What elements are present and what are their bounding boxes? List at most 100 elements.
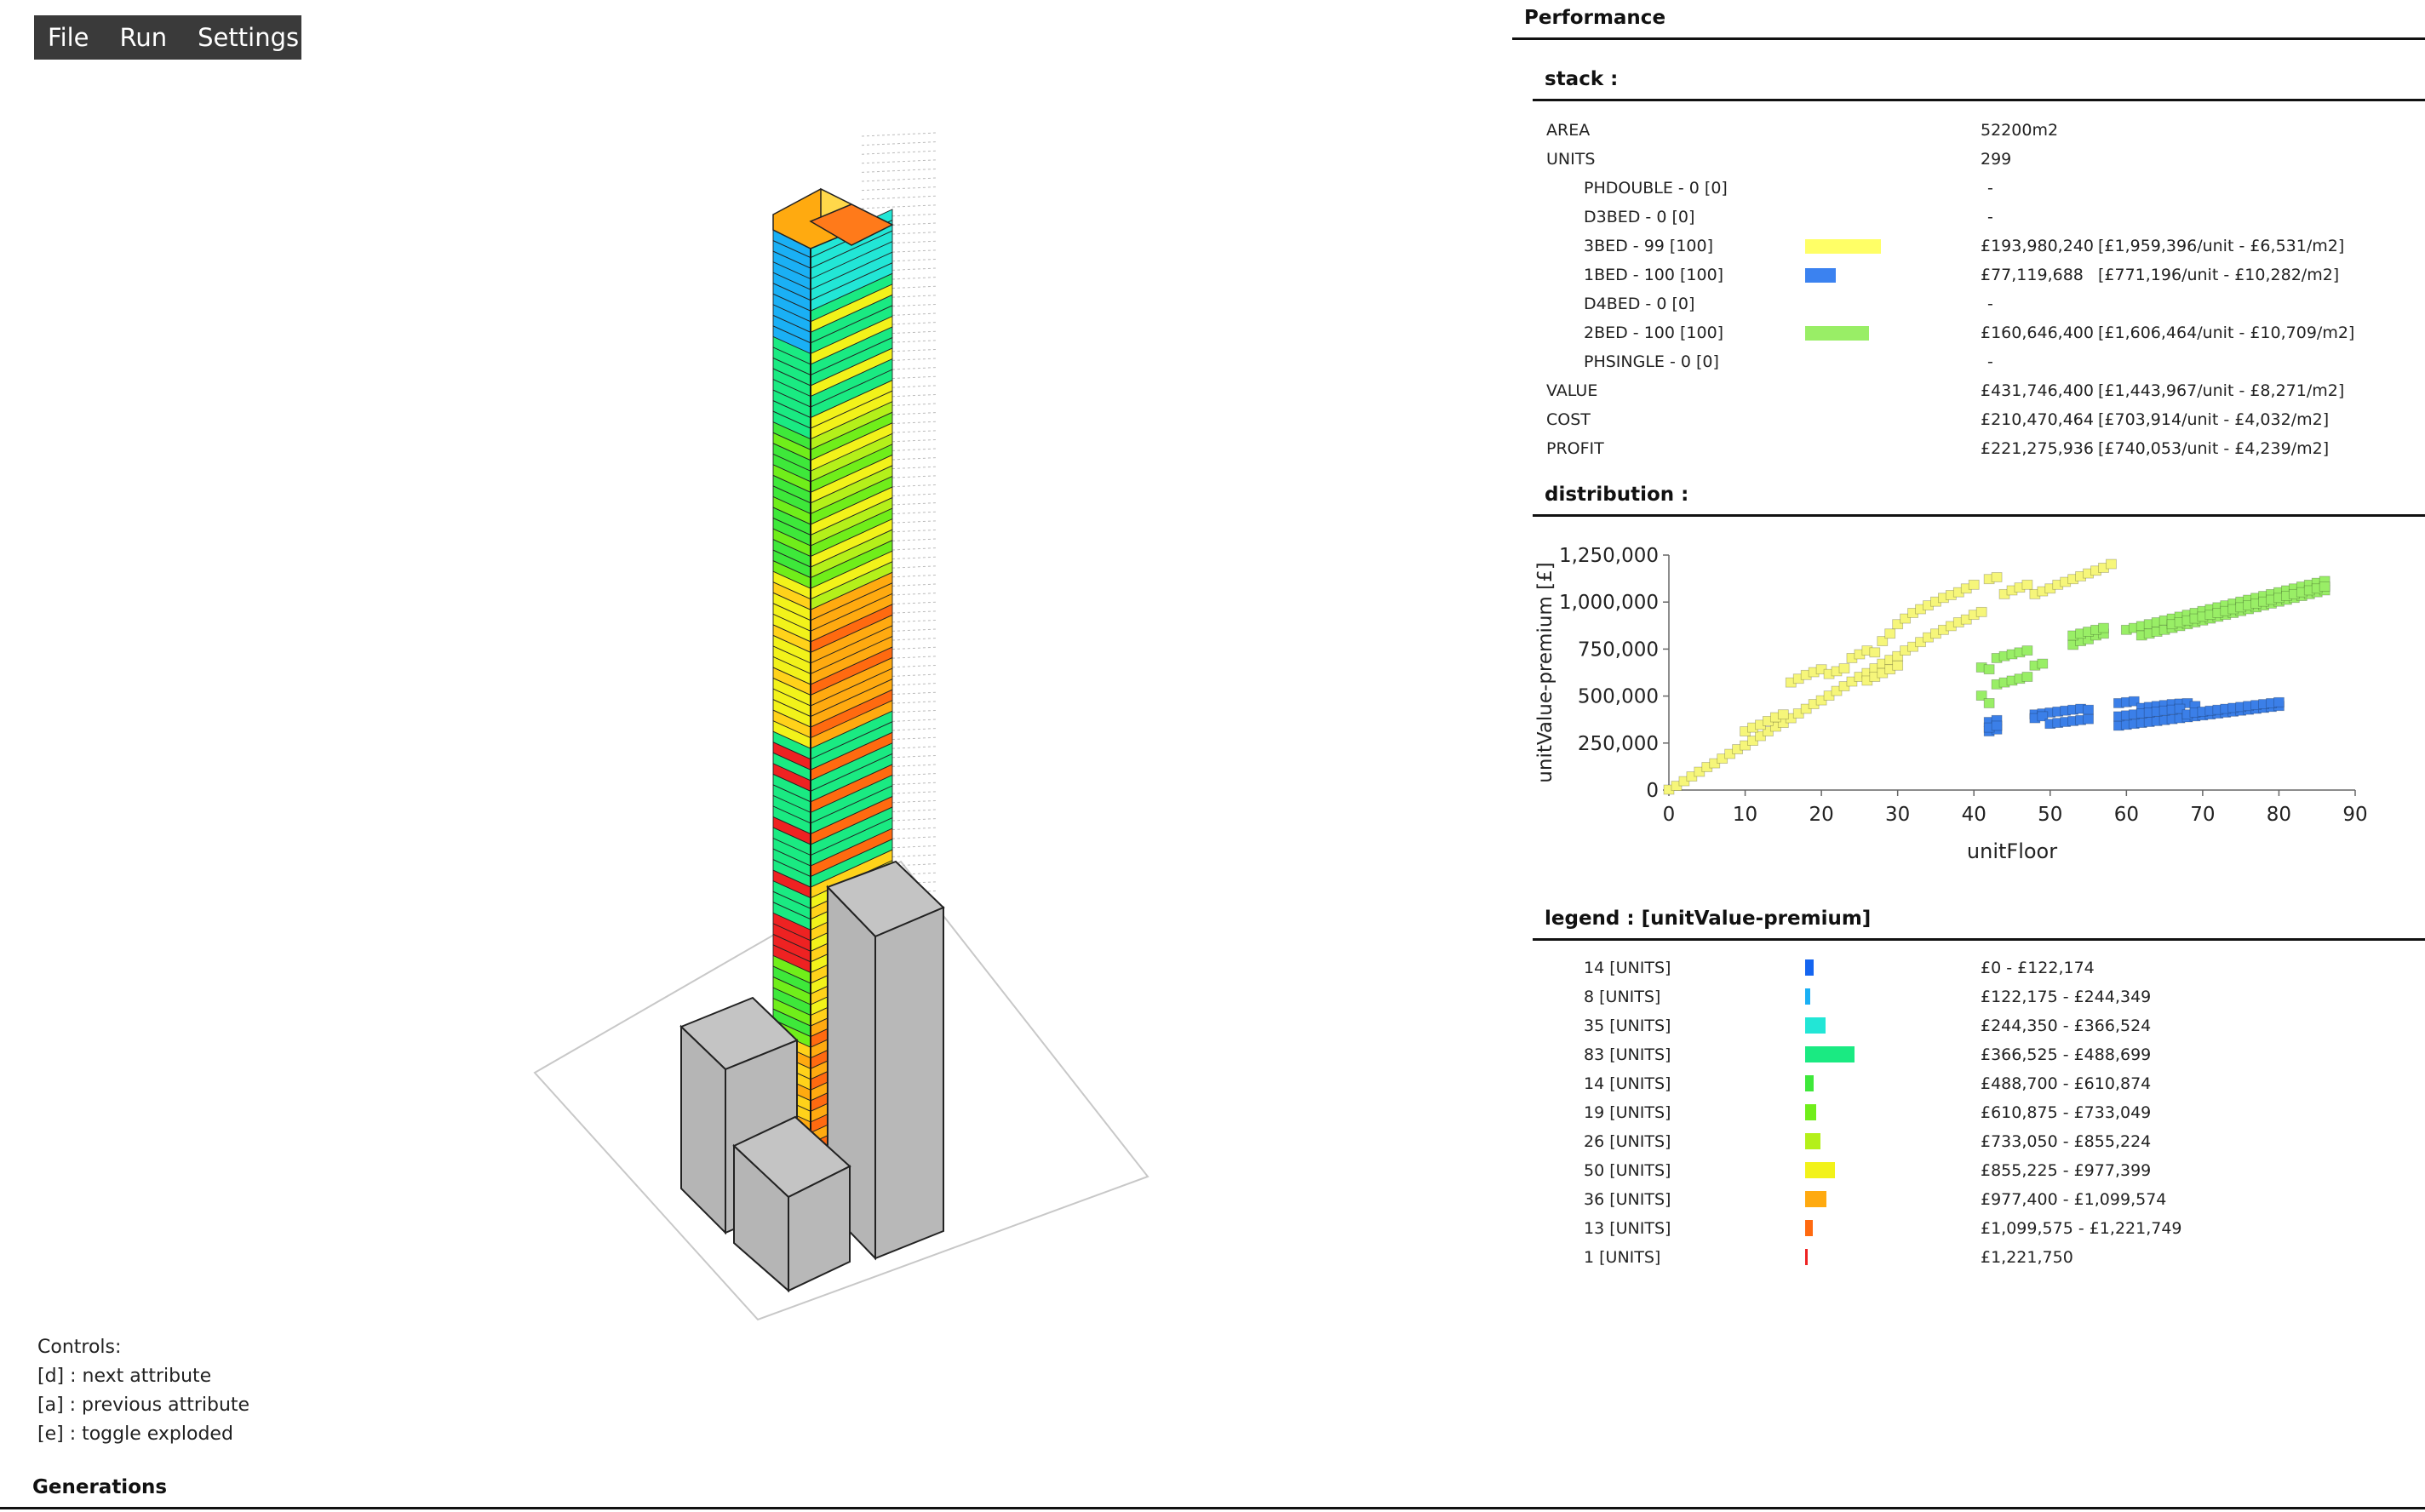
- units-value: 299: [1981, 150, 2012, 169]
- scatter-point: [1900, 613, 1912, 624]
- menu-settings[interactable]: Settings: [198, 23, 300, 52]
- control-next-attribute: [d] : next attribute: [37, 1366, 212, 1387]
- legend-item-count: 14 [UNITS]: [1584, 1074, 1671, 1093]
- scatter-point: [1884, 628, 1896, 639]
- y-axis-label: unitValue-premium [£]: [1534, 562, 1556, 782]
- controls-help: Controls: [d] : next attribute [a] : pre…: [37, 1333, 249, 1449]
- scatter-point: [1724, 748, 1736, 759]
- scatter-point: [1755, 730, 1766, 742]
- legend-item-bar: [1805, 1249, 1808, 1265]
- unit-type-label: 1BED - 100 [100]: [1584, 266, 1724, 284]
- legend-item-bar: [1805, 1162, 1835, 1178]
- scatter-point: [1892, 650, 1904, 662]
- scatter-point: [2037, 658, 2049, 669]
- x-tick-label: 10: [1733, 804, 1757, 826]
- legend-item-range: £855,225 - £977,399: [1981, 1161, 2152, 1180]
- unit-type-value: -: [1987, 208, 1993, 226]
- unit-type-value: -: [1987, 179, 1993, 198]
- cost-amount: £210,470,464: [1981, 410, 2094, 429]
- scatter-point: [1960, 614, 1972, 625]
- legend-item-bar: [1805, 1191, 1826, 1207]
- scatter-point: [2174, 703, 2186, 714]
- stack-divider: [1533, 99, 2425, 101]
- x-tick-label: 20: [1809, 804, 1833, 826]
- performance-title: Performance: [1524, 7, 1666, 29]
- scatter-point: [1740, 740, 1751, 751]
- distribution-scatter-chart: 0 10 20 30 40 50 60 70 80 90 0 250,000 500,000 750,00…: [1534, 545, 2368, 863]
- building-3d-viewport[interactable]: [0, 68, 1499, 1328]
- legend-item-bar: [1805, 1104, 1816, 1120]
- scatter-point: [1869, 647, 1881, 658]
- scatter-point: [1968, 579, 1980, 590]
- scatter-point: [2098, 622, 2109, 633]
- legend-item-count: 35 [UNITS]: [1584, 1017, 1671, 1035]
- scatter-point: [1792, 708, 1804, 719]
- scatter-point: [1831, 685, 1843, 696]
- x-axis-label: unitFloor: [1967, 839, 2057, 863]
- scatter-point: [1983, 664, 1995, 675]
- cost-label: COST: [1546, 410, 1591, 429]
- scatter-point: [1800, 703, 1812, 714]
- menu-file[interactable]: File: [48, 23, 89, 52]
- x-tick-label: 0: [1663, 804, 1676, 826]
- x-tick-label: 60: [2114, 804, 2139, 826]
- unit-type-label: 3BED - 99 [100]: [1584, 237, 1713, 255]
- scatter-point: [2083, 713, 2094, 724]
- x-tick-label: 70: [2190, 804, 2215, 826]
- scatter-point: [1975, 690, 1987, 702]
- scatter-point: [1877, 636, 1889, 646]
- y-tick-label: 1,000,000: [1559, 592, 1659, 614]
- unit-type-value: -: [1987, 352, 1993, 371]
- scatter-point: [1709, 758, 1721, 769]
- scatter-point: [1678, 776, 1690, 787]
- legend-item-range: £244,350 - £366,524: [1981, 1017, 2152, 1035]
- x-tick-label: 80: [2267, 804, 2291, 826]
- menu-run[interactable]: Run: [119, 23, 168, 52]
- control-toggle-exploded: [e] : toggle exploded: [37, 1423, 233, 1445]
- legend-item-count: 26 [UNITS]: [1584, 1132, 1671, 1151]
- stack-title: stack :: [1545, 68, 1619, 90]
- unit-type-value: £77,119,688: [1981, 266, 2084, 284]
- legend-item-bar: [1805, 1046, 1855, 1062]
- unit-type-value-bar: [1805, 239, 1881, 254]
- scatter-point: [2021, 579, 2033, 590]
- legend-item-range: £610,875 - £733,049: [1981, 1103, 2152, 1122]
- legend-item-range: £1,099,575 - £1,221,749: [1981, 1219, 2182, 1238]
- value-note: [£1,443,967/unit - £8,271/m2]: [2098, 381, 2345, 400]
- legend-item-range: £488,700 - £610,874: [1981, 1074, 2152, 1093]
- legend-item-bar: [1805, 1017, 1826, 1034]
- scatter-point: [1671, 781, 1683, 791]
- tower-roof-right: [809, 203, 894, 246]
- area-label: AREA: [1546, 121, 1591, 140]
- legend-item-count: 1 [UNITS]: [1584, 1248, 1661, 1267]
- legend-item-range: £977,400 - £1,099,574: [1981, 1190, 2167, 1209]
- legend-divider: [1533, 938, 2425, 941]
- x-tick-label: 30: [1885, 804, 1910, 826]
- value-label: VALUE: [1546, 381, 1598, 400]
- x-tick-label: 90: [2342, 804, 2367, 826]
- legend-item-count: 83 [UNITS]: [1584, 1045, 1671, 1064]
- legend-item-count: 13 [UNITS]: [1584, 1219, 1671, 1238]
- legend-item-bar: [1805, 988, 1810, 1005]
- scatter-point: [1975, 606, 1987, 617]
- performance-divider: [1512, 37, 2425, 40]
- scatter-point: [1892, 660, 1904, 671]
- scatter-point: [2273, 696, 2285, 707]
- unit-type-label: PHDOUBLE - 0 [0]: [1584, 179, 1728, 198]
- profit-label: PROFIT: [1546, 439, 1604, 458]
- unit-type-label: D3BED - 0 [0]: [1584, 208, 1695, 226]
- unit-type-label: PHSINGLE - 0 [0]: [1584, 352, 1719, 371]
- value-amount: £431,746,400: [1981, 381, 2094, 400]
- scatter-point: [1846, 676, 1858, 687]
- control-previous-attribute: [a] : previous attribute: [37, 1395, 250, 1416]
- y-tick-label: 250,000: [1578, 733, 1659, 755]
- scatter-point: [2083, 704, 2094, 715]
- legend-item-count: 14 [UNITS]: [1584, 959, 1671, 977]
- scatter-point: [2021, 672, 2033, 682]
- scatter-point: [1686, 771, 1698, 782]
- y-tick-label: 0: [1646, 780, 1659, 802]
- generations-divider: [0, 1507, 2425, 1509]
- scatter-point: [1983, 698, 1995, 708]
- scatter-point: [1815, 695, 1827, 706]
- scatter-point: [1907, 641, 1918, 652]
